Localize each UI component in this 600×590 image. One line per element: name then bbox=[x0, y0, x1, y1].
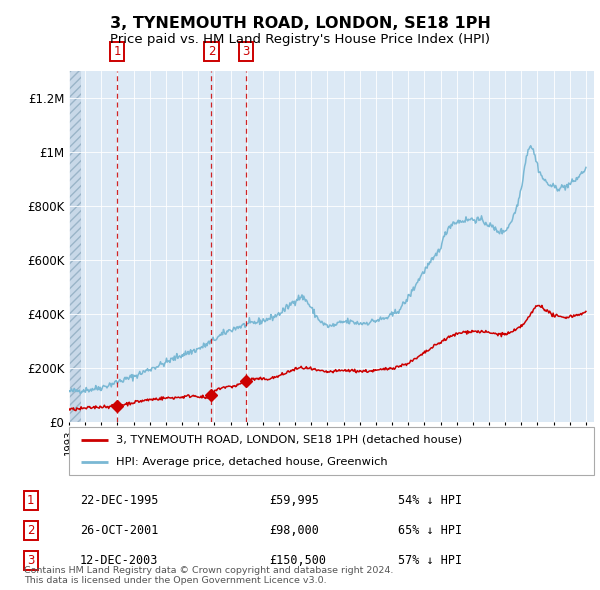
Text: 26-OCT-2001: 26-OCT-2001 bbox=[80, 524, 158, 537]
Text: 54% ↓ HPI: 54% ↓ HPI bbox=[398, 494, 462, 507]
Text: 3, TYNEMOUTH ROAD, LONDON, SE18 1PH (detached house): 3, TYNEMOUTH ROAD, LONDON, SE18 1PH (det… bbox=[116, 435, 463, 445]
Text: 22-DEC-1995: 22-DEC-1995 bbox=[80, 494, 158, 507]
Text: 1: 1 bbox=[27, 494, 34, 507]
Text: 12-DEC-2003: 12-DEC-2003 bbox=[80, 554, 158, 567]
Text: Price paid vs. HM Land Registry's House Price Index (HPI): Price paid vs. HM Land Registry's House … bbox=[110, 33, 490, 46]
Text: 2: 2 bbox=[27, 524, 34, 537]
Text: 65% ↓ HPI: 65% ↓ HPI bbox=[398, 524, 462, 537]
Text: £98,000: £98,000 bbox=[269, 524, 319, 537]
Text: 3, TYNEMOUTH ROAD, LONDON, SE18 1PH: 3, TYNEMOUTH ROAD, LONDON, SE18 1PH bbox=[110, 16, 490, 31]
Text: £150,500: £150,500 bbox=[269, 554, 326, 567]
Text: £59,995: £59,995 bbox=[269, 494, 319, 507]
Text: 1: 1 bbox=[113, 45, 121, 58]
Bar bbox=[69, 71, 81, 422]
Text: 3: 3 bbox=[27, 554, 34, 567]
Text: 3: 3 bbox=[242, 45, 250, 58]
Text: HPI: Average price, detached house, Greenwich: HPI: Average price, detached house, Gree… bbox=[116, 457, 388, 467]
Text: Contains HM Land Registry data © Crown copyright and database right 2024.
This d: Contains HM Land Registry data © Crown c… bbox=[24, 566, 394, 585]
Text: 2: 2 bbox=[208, 45, 215, 58]
Text: 57% ↓ HPI: 57% ↓ HPI bbox=[398, 554, 462, 567]
